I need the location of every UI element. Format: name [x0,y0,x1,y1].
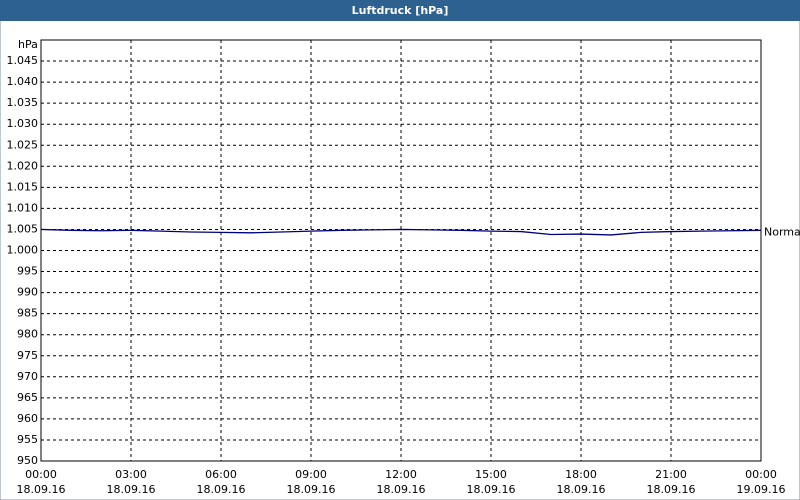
x-tick-label: 15:00 [475,468,507,481]
y-tick-label: 985 [17,307,38,320]
x-tick-date: 19.09.16 [737,483,786,496]
y-tick-label: 1.045 [7,54,39,67]
y-tick-label: 990 [17,286,38,299]
series-line [40,228,762,236]
y-tick-label: 1.025 [7,138,39,151]
y-tick-label: 1.010 [7,201,39,214]
x-tick-label: 06:00 [205,468,237,481]
x-tick-date: 18.09.16 [17,483,66,496]
x-tick-label: 18:00 [565,468,597,481]
x-tick-label: 03:00 [115,468,147,481]
x-tick-date: 18.09.16 [107,483,156,496]
y-tick-label: 980 [17,328,38,341]
chart-title: Luftdruck [hPa] [352,4,449,17]
y-tick-label: 995 [17,265,38,278]
y-tick-label: 1.030 [7,117,39,130]
x-tick-label: 12:00 [385,468,417,481]
x-tick-date: 18.09.16 [287,483,336,496]
y-tick-label: 960 [17,412,38,425]
y-tick-label: 1.005 [7,222,39,235]
x-tick-date: 18.09.16 [197,483,246,496]
y-tick-label: 1.020 [7,159,39,172]
y-tick-label: 955 [17,433,38,446]
x-tick-label: 00:00 [25,468,57,481]
x-tick-label: 00:00 [745,468,777,481]
x-tick-date: 18.09.16 [467,483,516,496]
y-tick-label: 970 [17,370,38,383]
y-tick-label: 965 [17,391,38,404]
series-label: Normal [764,225,800,238]
x-tick-label: 21:00 [655,468,687,481]
x-tick-date: 18.09.16 [377,483,426,496]
y-tick-label: 975 [17,349,38,362]
y-tick-label: 1.040 [7,75,39,88]
y-tick-label: 950 [17,454,38,467]
y-tick-label: 1.015 [7,180,39,193]
title-bar [0,0,800,21]
y-tick-label: 1.035 [7,96,39,109]
x-tick-date: 18.09.16 [557,483,606,496]
x-tick-label: 09:00 [295,468,327,481]
y-unit: hPa [18,38,38,51]
y-tick-label: 1.000 [7,244,39,257]
x-tick-date: 18.09.16 [647,483,696,496]
